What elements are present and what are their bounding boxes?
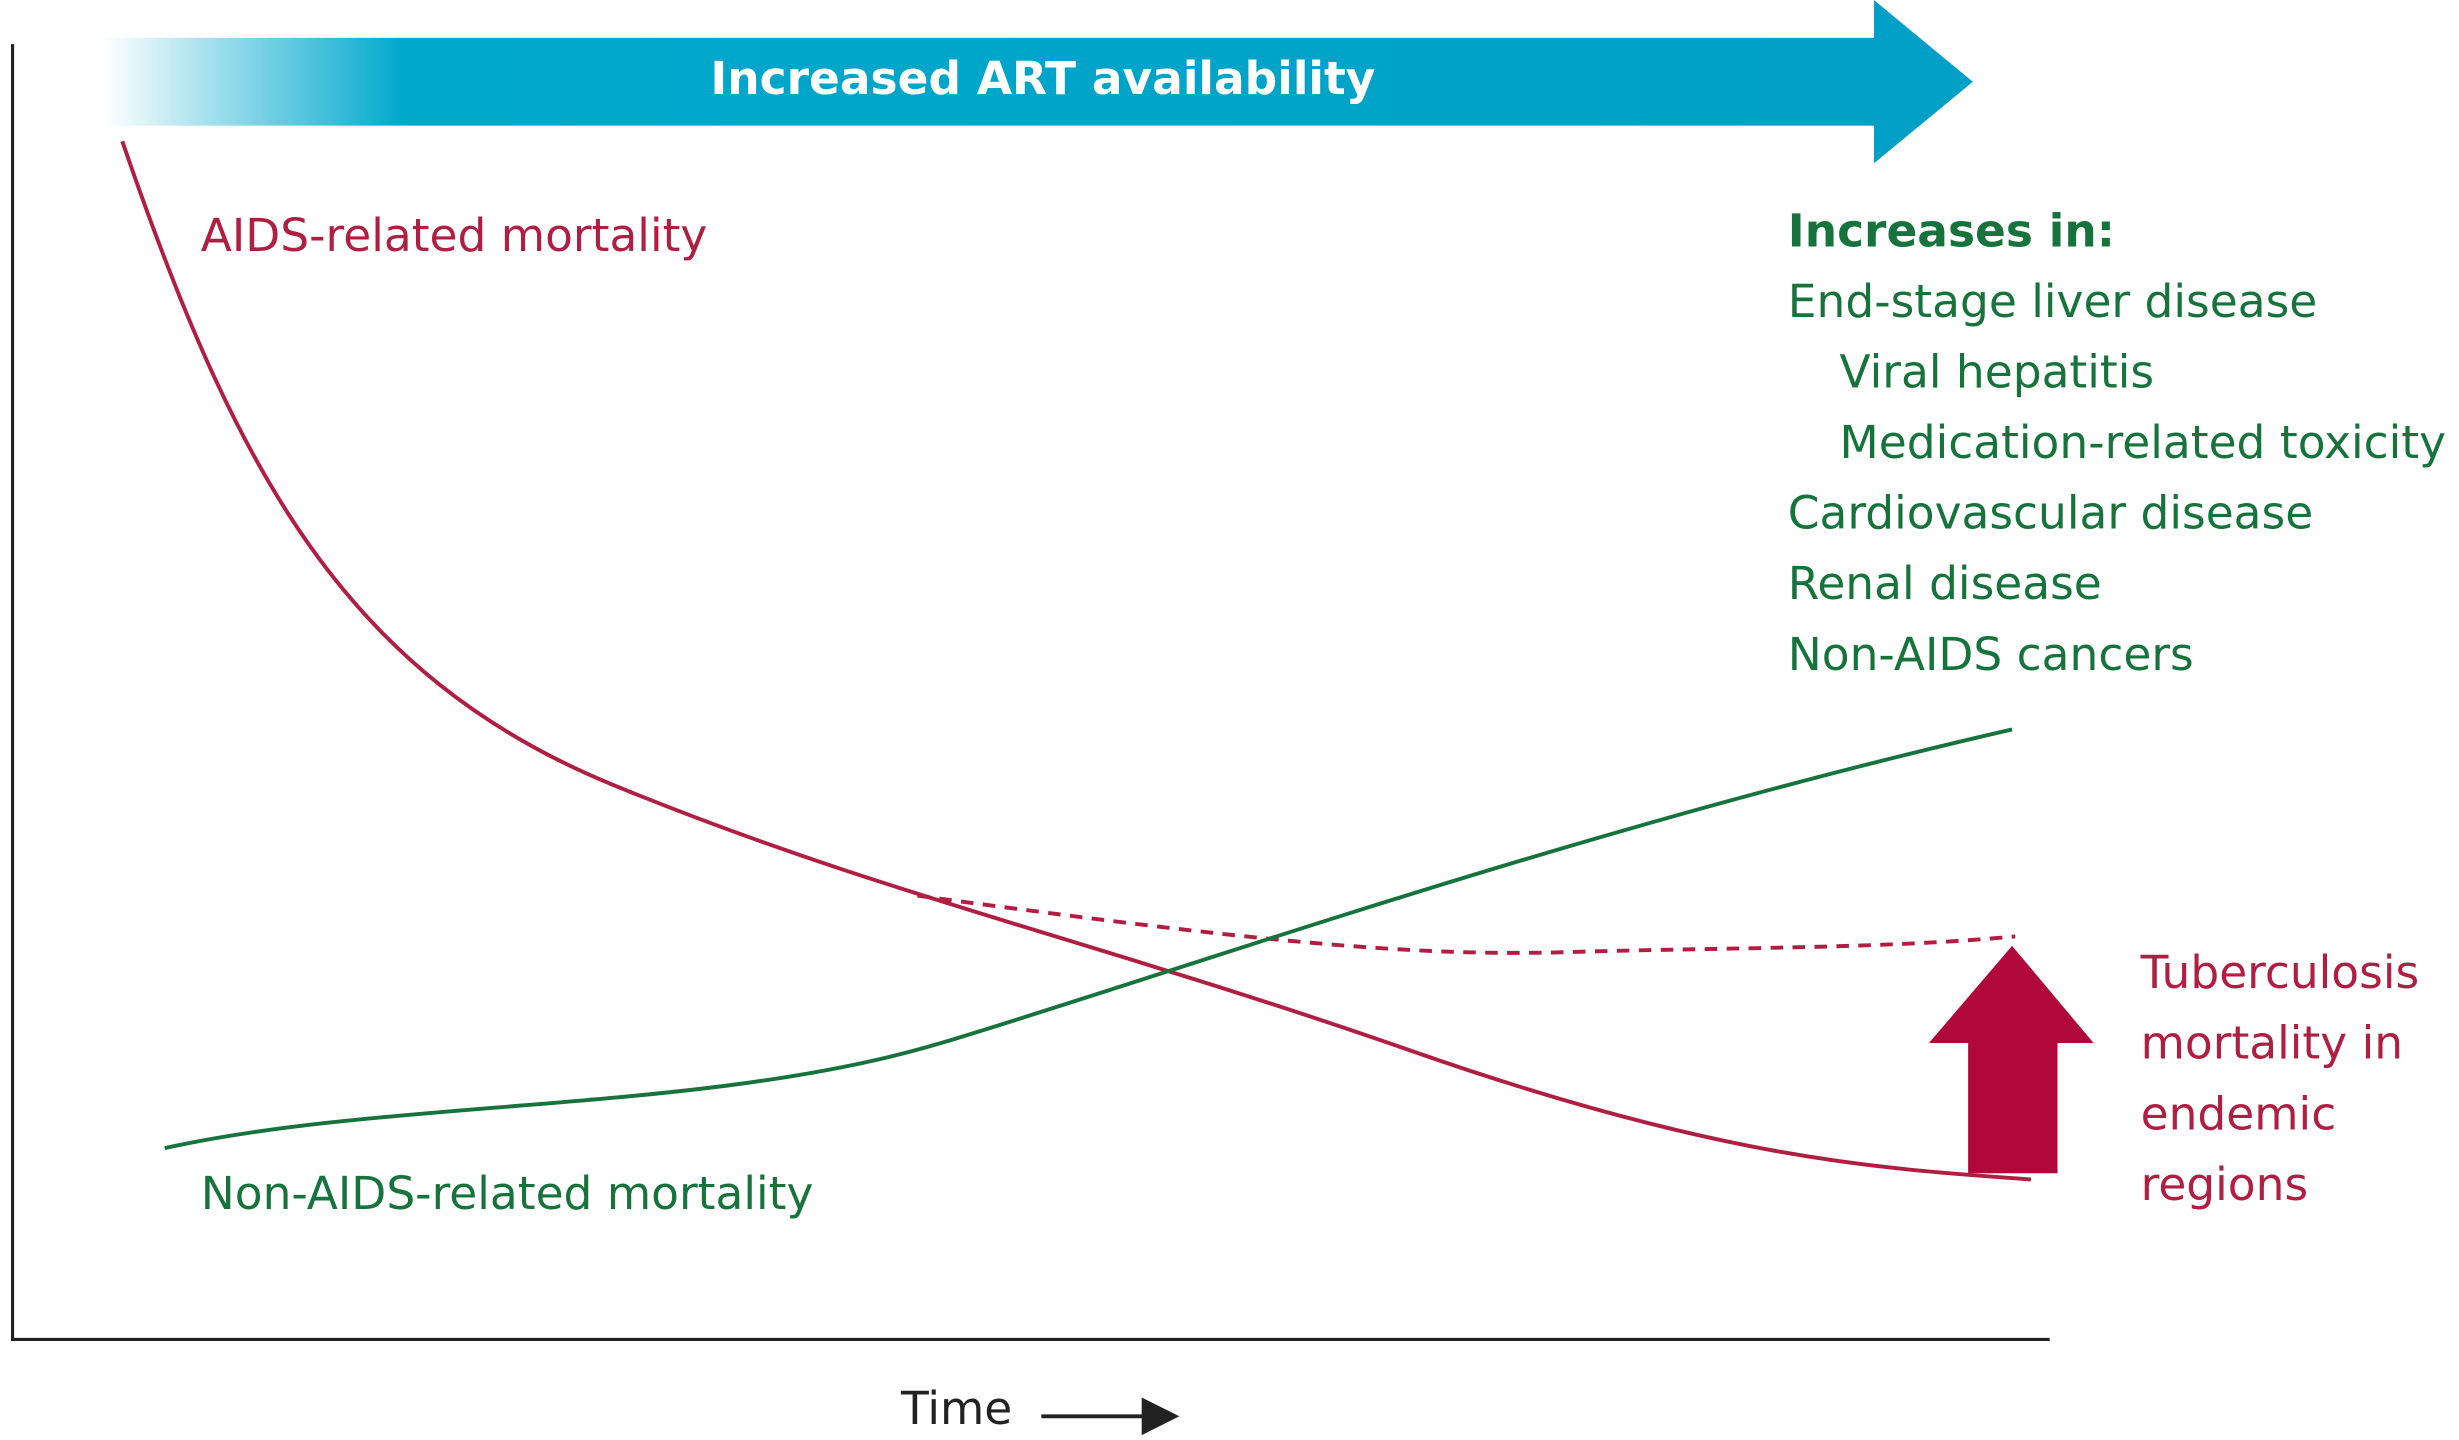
tb-dashed-curve xyxy=(917,893,2016,955)
increase-item: End-stage liver disease xyxy=(1788,275,2317,328)
non-aids-label: Non-AIDS-related mortality xyxy=(201,1167,814,1220)
increase-item: Renal disease xyxy=(1788,557,2102,610)
banner-arrowhead xyxy=(1874,0,1973,164)
x-axis-label: Time xyxy=(900,1382,1012,1435)
increase-item: Non-AIDS cancers xyxy=(1788,628,2194,681)
increase-item: Viral hepatitis xyxy=(1840,345,2155,398)
aids-curve xyxy=(120,140,2032,1182)
increase-item: Cardiovascular disease xyxy=(1788,487,2313,540)
non-aids-curve xyxy=(164,727,2013,1151)
increase-item: Medication-related toxicity xyxy=(1840,416,2447,469)
tb-arrow xyxy=(1928,945,2094,1174)
banner-text: Increased ART availability xyxy=(710,52,1375,105)
increases-heading: Increases in: xyxy=(1788,204,2115,257)
tb-label: mortality in xyxy=(2141,1017,2403,1070)
banner-bar xyxy=(101,37,1878,126)
tb-label: Tuberculosis xyxy=(2140,946,2420,999)
time-arrowhead xyxy=(1141,1397,1180,1436)
tb-label: regions xyxy=(2141,1158,2308,1211)
aids-label: AIDS-related mortality xyxy=(201,209,708,262)
tb-label: endemic xyxy=(2141,1087,2337,1140)
